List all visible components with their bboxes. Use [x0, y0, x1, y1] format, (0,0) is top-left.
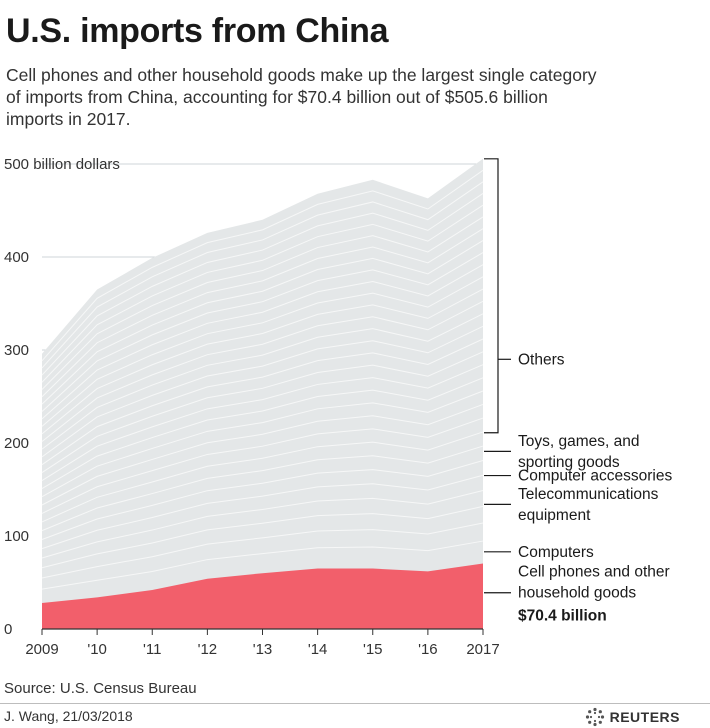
category-layer-line [41, 540, 484, 590]
y-tick-label: 300 [4, 342, 29, 359]
y-tick-label: 200 [4, 435, 29, 452]
x-tick-label: '16 [418, 641, 438, 658]
x-tick-label: '13 [253, 641, 273, 658]
series-label: Cell phones and other [518, 564, 670, 581]
category-layer-line [41, 390, 484, 498]
x-tick-label: 2017 [466, 641, 499, 658]
subtitle-line: imports in 2017. [6, 109, 131, 129]
category-layer-line [41, 445, 484, 532]
category-layer-line [41, 169, 484, 362]
x-tick-label: '12 [198, 641, 218, 658]
y-tick-label: 100 [4, 528, 29, 545]
y-tick-label: 400 [4, 249, 29, 266]
category-layer-line [41, 403, 484, 506]
cell-phones-area [42, 563, 483, 629]
category-layer-line [41, 474, 484, 550]
category-layer-line [41, 505, 484, 569]
category-layer-line [41, 417, 484, 514]
credit-line: J. Wang, 21/03/2018 [4, 708, 133, 724]
value-annotation: $70.4 billion [518, 608, 607, 625]
series-label: Computers [518, 544, 594, 561]
category-layer-line [41, 276, 484, 427]
chart-subtitle: Cell phones and other household goods ma… [6, 64, 696, 130]
source-note: Source: U.S. Census Bureau [4, 680, 197, 697]
x-tick-label: '11 [143, 641, 161, 658]
series-label: Computer accessories [518, 468, 672, 485]
stacked-area-chart: 0 100 200 300 400 500 billion dollars 2009 '10 '… [4, 156, 672, 658]
y-tick-label: 0 [4, 621, 12, 638]
x-tick-label: '14 [308, 641, 328, 658]
x-tick-label: '10 [87, 641, 107, 658]
footer-divider [0, 703, 710, 704]
category-layer-line [41, 431, 484, 523]
category-layer-line [41, 313, 484, 450]
x-tick-label: '15 [363, 641, 383, 658]
category-layer-line [41, 459, 484, 540]
subtitle-line: Cell phones and other household goods ma… [6, 65, 597, 85]
category-layer-line [41, 252, 484, 412]
others-bracket [484, 158, 499, 434]
y-tick-label: 500 billion dollars [4, 156, 120, 173]
subtitle-line: of imports from China, accounting for $7… [6, 87, 548, 107]
category-layer-line [41, 193, 484, 376]
category-layer-line [41, 240, 484, 405]
category-layer-line [41, 300, 484, 442]
reuters-logo: REUTERS [585, 707, 680, 727]
category-layer-line [41, 181, 484, 369]
series-label: sporting goods [518, 454, 620, 471]
category-layer-line [41, 338, 484, 466]
category-layer-line [41, 216, 484, 390]
x-tick-label: 2009 [25, 641, 58, 658]
category-layer-line [41, 325, 484, 458]
category-layer-line [41, 204, 484, 383]
series-label: equipment [518, 507, 591, 524]
category-layer-line [41, 522, 484, 579]
category-layer-line [41, 288, 484, 435]
category-layer-line [41, 228, 484, 398]
category-layer-line [41, 377, 484, 490]
series-label: household goods [518, 585, 636, 602]
series-label: Others [518, 351, 565, 368]
brand-name: REUTERS [609, 709, 680, 725]
category-layer-line [41, 351, 484, 473]
chart-title: U.S. imports from China [6, 12, 389, 50]
category-layer-line [41, 364, 484, 481]
series-label: Telecommunications [518, 486, 659, 503]
category-layer-line [41, 490, 484, 559]
reuters-dots-icon [585, 707, 604, 727]
series-label: Toys, games, and [518, 433, 639, 450]
category-layer-line [41, 264, 484, 420]
